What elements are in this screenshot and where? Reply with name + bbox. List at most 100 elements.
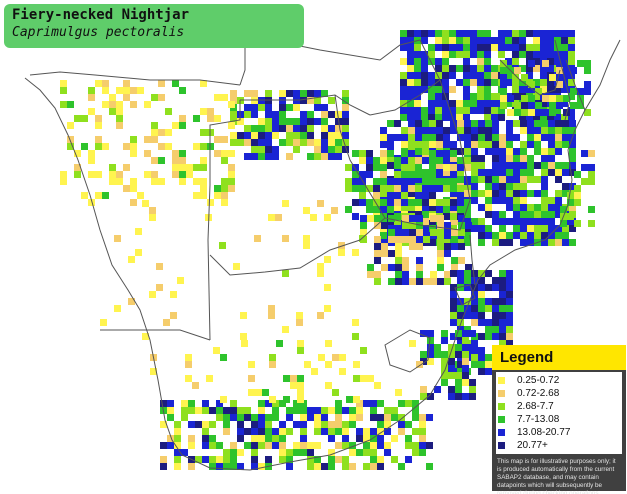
grid-cell [555, 204, 562, 211]
grid-cell [548, 211, 555, 218]
grid-cell [88, 157, 95, 164]
grid-cell [293, 118, 300, 125]
legend-item: 0.72-2.68 [496, 387, 622, 400]
grid-cell [512, 79, 519, 86]
grid-cell [352, 178, 359, 185]
grid-cell [214, 192, 221, 199]
grid-cell [478, 176, 485, 183]
grid-cell [485, 211, 492, 218]
grid-cell [265, 111, 272, 118]
grid-cell [409, 278, 416, 285]
grid-cell [477, 30, 484, 37]
grid-cell [408, 178, 415, 185]
grid-cell [456, 37, 463, 44]
grid-cell [457, 270, 464, 277]
grid-cell [95, 122, 102, 129]
grid-cell [422, 127, 429, 134]
grid-cell [506, 305, 513, 312]
grid-cell [547, 86, 554, 93]
grid-cell [160, 421, 167, 428]
grid-cell [526, 114, 533, 121]
grid-cell [450, 312, 457, 319]
grid-cell [485, 368, 492, 375]
grid-cell [562, 162, 569, 169]
grid-cell [477, 51, 484, 58]
grid-cell [485, 225, 492, 232]
grid-cell [498, 37, 505, 44]
grid-cell [505, 72, 512, 79]
grid-cell [388, 236, 395, 243]
grid-cell [414, 72, 421, 79]
grid-cell [435, 107, 442, 114]
grid-cell [335, 414, 342, 421]
grid-cell [498, 44, 505, 51]
grid-cell [349, 463, 356, 470]
grid-cell [506, 284, 513, 291]
grid-cell [455, 393, 462, 400]
grid-cell [562, 190, 569, 197]
grid-cell [443, 213, 450, 220]
legend-swatch [498, 429, 505, 436]
grid-cell [442, 37, 449, 44]
grid-cell [214, 136, 221, 143]
grid-cell [380, 171, 387, 178]
grid-cell [513, 134, 520, 141]
grid-cell [499, 183, 506, 190]
grid-cell [251, 139, 258, 146]
grid-cell [381, 264, 388, 271]
grid-cell [462, 365, 469, 372]
grid-cell [533, 114, 540, 121]
grid-cell [548, 148, 555, 155]
grid-cell [436, 150, 443, 157]
grid-cell [450, 204, 457, 211]
grid-cell [542, 60, 549, 67]
grid-cell [395, 243, 402, 250]
grid-cell [265, 400, 272, 407]
grid-cell [520, 120, 527, 127]
grid-cell [464, 190, 471, 197]
grid-cell [444, 222, 451, 229]
grid-cell [477, 65, 484, 72]
grid-cell [401, 192, 408, 199]
grid-cell [478, 291, 485, 298]
grid-cell [237, 407, 244, 414]
grid-cell [499, 277, 506, 284]
grid-cell [436, 157, 443, 164]
grid-cell [324, 214, 331, 221]
grid-cell [353, 361, 360, 368]
grid-cell [395, 271, 402, 278]
grid-cell [356, 435, 363, 442]
grid-cell [492, 298, 499, 305]
grid-cell [435, 93, 442, 100]
grid-cell [230, 139, 237, 146]
grid-cell [394, 225, 401, 232]
grid-cell [286, 456, 293, 463]
namibia-angola-border [29, 71, 241, 86]
grid-cell [293, 104, 300, 111]
grid-cell [478, 277, 485, 284]
grid-cell [380, 178, 387, 185]
grid-cell [167, 435, 174, 442]
zimbabwe-zambia-border [369, 79, 441, 116]
grid-cell [321, 463, 328, 470]
grid-cell [150, 368, 157, 375]
grid-cell [541, 211, 548, 218]
grid-cell [251, 414, 258, 421]
grid-cell [185, 375, 192, 382]
grid-cell [405, 442, 412, 449]
grid-cell [123, 80, 130, 87]
grid-cell [188, 463, 195, 470]
grid-cell [436, 120, 443, 127]
grid-cell [506, 134, 513, 141]
grid-cell [450, 333, 457, 340]
grid-cell [505, 58, 512, 65]
grid-cell [443, 150, 450, 157]
grid-cell [549, 102, 556, 109]
grid-cell [415, 185, 422, 192]
grid-cell [209, 407, 216, 414]
grid-cell [342, 97, 349, 104]
grid-cell [470, 37, 477, 44]
grid-cell [387, 162, 394, 169]
grid-cell [381, 243, 388, 250]
grid-cell [408, 134, 415, 141]
